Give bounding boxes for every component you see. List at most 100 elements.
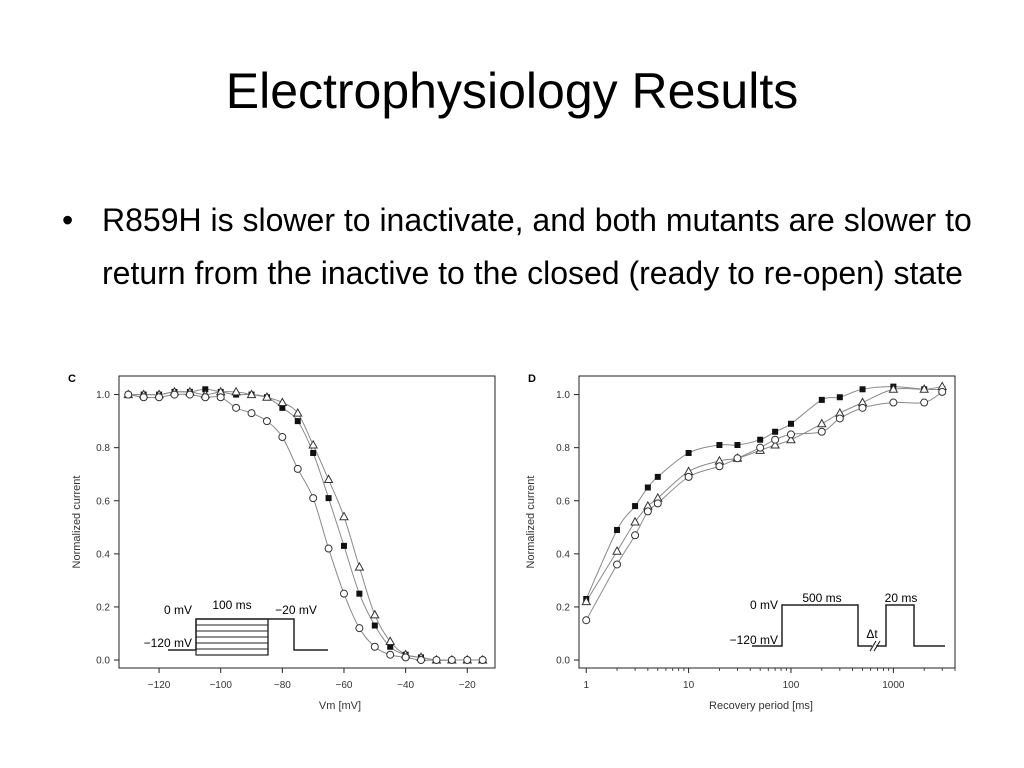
data-point-square — [859, 386, 866, 393]
y-axis-label: Normalized current — [525, 476, 537, 569]
data-point-square — [654, 473, 661, 480]
data-point-square — [202, 386, 209, 393]
fit-curve-series-2 — [128, 391, 483, 661]
data-point-square — [340, 542, 347, 549]
data-point-triangle — [308, 439, 319, 449]
axis-break-mark — [869, 640, 877, 652]
protocol-label-duration: 100 ms — [212, 598, 251, 612]
data-point-square — [632, 503, 639, 510]
data-point-circle — [733, 454, 742, 463]
bullet-text: R859H is slower to inactivate, and both … — [102, 202, 972, 291]
x-tick-label: −80 — [274, 680, 291, 691]
panel-label: C — [68, 373, 76, 385]
data-point-square — [294, 418, 301, 425]
data-point-triangle — [919, 384, 930, 393]
data-point-circle — [432, 656, 441, 665]
data-point-triangle — [323, 474, 334, 484]
fit-curves — [585, 386, 943, 621]
x-tick-label: −20 — [459, 680, 476, 691]
x-tick-label: 1 — [583, 680, 589, 691]
data-point-square — [310, 449, 317, 456]
y-tick-label: 1.0 — [96, 390, 110, 401]
protocol-inset: 0 mV 500 ms 20 ms −120 mV Δt — [730, 591, 945, 652]
data-point-triangle — [292, 407, 303, 417]
bullet-glyph: • — [62, 202, 74, 238]
figure-panel-d: D 1 10 100 1000 0.0 0.2 0.4 0.6 0.8 1.0 Recovery … — [525, 373, 956, 712]
data-point-circle — [139, 393, 148, 402]
ticks: −120 −100 −80 −60 −40 −20 0.0 0.2 0.4 0.6 0.8 1.0 — [96, 390, 476, 691]
protocol-trace-2 — [876, 604, 945, 647]
data-point-circle — [463, 656, 472, 665]
data-point-square — [371, 622, 378, 629]
data-point-circle — [170, 390, 179, 399]
data-point-square — [387, 643, 394, 650]
protocol-trace — [168, 618, 328, 651]
data-point-circle — [355, 624, 364, 633]
y-tick-label: 0.6 — [556, 496, 570, 507]
data-point-circle — [835, 414, 844, 423]
protocol-trace-1 — [752, 604, 872, 647]
data-point-square — [716, 442, 723, 449]
data-point-circle — [817, 427, 826, 436]
y-tick-label: 0.2 — [556, 602, 570, 613]
data-point-circle — [232, 403, 241, 412]
protocol-label-duration-2: 20 ms — [885, 591, 918, 605]
protocol-label-holding: 0 mV — [750, 598, 778, 612]
data-point-circle — [370, 642, 379, 651]
data-point-square — [325, 495, 332, 502]
data-point-square — [836, 394, 843, 401]
data-point-circle — [401, 653, 410, 662]
data-point-triangle — [339, 511, 349, 521]
data-point-circle — [262, 417, 271, 426]
data-point-circle — [684, 472, 693, 481]
data-point-circle — [756, 443, 765, 452]
protocol-label-test: −20 mV — [275, 603, 317, 617]
x-tick-label: 100 — [783, 680, 800, 691]
data-point-triangle — [277, 397, 288, 407]
data-point-circle — [478, 656, 487, 665]
data-point-circle — [124, 390, 133, 399]
ticks: 1 10 100 1000 0.0 0.2 0.4 0.6 0.8 1.0 — [556, 390, 956, 691]
data-marks — [581, 381, 948, 625]
protocol-label-holding: 0 mV — [164, 603, 192, 617]
protocol-label-duration-1: 500 ms — [802, 591, 841, 605]
data-point-circle — [309, 494, 318, 503]
data-point-square — [356, 590, 363, 597]
x-tick-label: −120 — [148, 680, 171, 691]
y-tick-label: 0.2 — [96, 602, 110, 613]
fit-curve-series-3 — [585, 391, 943, 621]
y-tick-label: 0.6 — [96, 496, 110, 507]
protocol-label-rest: −120 mV — [144, 636, 192, 650]
y-tick-label: 0.4 — [556, 549, 570, 560]
data-point-triangle — [385, 636, 396, 645]
data-point-triangle — [354, 561, 365, 571]
data-point-triangle — [612, 545, 622, 555]
fit-curve-series-2 — [585, 386, 943, 602]
data-point-circle — [938, 387, 947, 396]
protocol-label-interval: Δt — [866, 627, 878, 641]
panel-label: D — [528, 373, 536, 385]
data-point-circle — [786, 430, 795, 439]
data-point-circle — [247, 409, 256, 418]
protocol-label-rest: −120 mV — [730, 633, 778, 647]
data-point-circle — [653, 499, 662, 508]
y-tick-label: 0.4 — [96, 549, 110, 560]
x-tick-label: −60 — [335, 680, 352, 691]
y-axis-label: Normalized current — [71, 476, 83, 569]
data-point-triangle — [786, 434, 796, 444]
data-point-triangle — [246, 389, 257, 399]
data-point-circle — [278, 433, 287, 442]
data-point-square — [614, 526, 621, 533]
data-point-square — [644, 484, 651, 491]
x-tick-label: −100 — [209, 680, 232, 691]
x-tick-label: 1000 — [882, 680, 905, 691]
data-point-circle — [155, 393, 164, 402]
data-point-square — [772, 428, 779, 435]
data-point-circle — [582, 616, 591, 625]
y-tick-label: 0.8 — [556, 443, 570, 454]
y-tick-label: 0.0 — [96, 656, 110, 667]
data-point-square — [734, 442, 741, 449]
slide-title: Electrophysiology Results — [225, 63, 799, 119]
data-point-circle — [201, 393, 210, 402]
data-point-triangle — [770, 439, 780, 449]
